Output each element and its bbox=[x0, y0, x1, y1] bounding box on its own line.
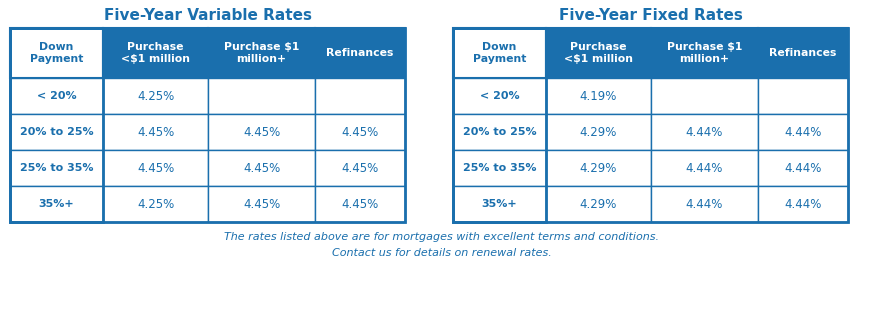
Bar bbox=[453, 28, 546, 78]
Bar bbox=[546, 78, 651, 114]
Text: Contact us for details on renewal rates.: Contact us for details on renewal rates. bbox=[332, 248, 551, 258]
Bar bbox=[758, 186, 848, 222]
Text: 35%+: 35%+ bbox=[482, 199, 517, 209]
Bar bbox=[315, 114, 405, 150]
Text: Down
Payment: Down Payment bbox=[472, 42, 526, 64]
Bar bbox=[453, 114, 546, 150]
Text: 4.25%: 4.25% bbox=[137, 198, 174, 210]
Bar bbox=[10, 28, 405, 222]
Text: Purchase
<$1 million: Purchase <$1 million bbox=[121, 42, 190, 64]
Bar bbox=[10, 28, 103, 222]
Bar bbox=[10, 78, 103, 114]
Bar bbox=[315, 28, 405, 78]
Bar bbox=[208, 150, 315, 186]
Text: 4.44%: 4.44% bbox=[686, 125, 723, 138]
Text: 4.44%: 4.44% bbox=[784, 198, 822, 210]
Text: 25% to 35%: 25% to 35% bbox=[463, 163, 536, 173]
Text: < 20%: < 20% bbox=[479, 91, 519, 101]
Text: 4.45%: 4.45% bbox=[243, 161, 280, 174]
Bar bbox=[453, 186, 546, 222]
Bar bbox=[10, 186, 103, 222]
Text: 4.45%: 4.45% bbox=[137, 161, 174, 174]
Bar bbox=[758, 28, 848, 78]
Bar bbox=[453, 28, 546, 222]
Text: Purchase $1
million+: Purchase $1 million+ bbox=[667, 42, 743, 64]
Text: 4.45%: 4.45% bbox=[137, 125, 174, 138]
Bar bbox=[758, 114, 848, 150]
Text: 25% to 35%: 25% to 35% bbox=[19, 163, 94, 173]
Text: Five-Year Fixed Rates: Five-Year Fixed Rates bbox=[559, 8, 743, 23]
Text: 4.45%: 4.45% bbox=[342, 161, 379, 174]
Bar bbox=[453, 28, 546, 78]
Text: 4.44%: 4.44% bbox=[686, 161, 723, 174]
Text: 4.44%: 4.44% bbox=[784, 125, 822, 138]
Text: 4.29%: 4.29% bbox=[580, 125, 617, 138]
Bar bbox=[315, 186, 405, 222]
Bar bbox=[315, 150, 405, 186]
Bar bbox=[208, 186, 315, 222]
Bar bbox=[10, 28, 103, 78]
Bar bbox=[453, 150, 546, 186]
Bar bbox=[651, 186, 758, 222]
Bar bbox=[103, 78, 208, 114]
Text: 4.29%: 4.29% bbox=[580, 161, 617, 174]
Bar bbox=[10, 28, 103, 78]
Bar bbox=[103, 28, 208, 78]
Bar bbox=[103, 150, 208, 186]
Bar bbox=[546, 114, 651, 150]
Bar bbox=[453, 28, 848, 222]
Text: 35%+: 35%+ bbox=[39, 199, 74, 209]
Bar bbox=[208, 114, 315, 150]
Text: 4.45%: 4.45% bbox=[342, 198, 379, 210]
Text: 4.29%: 4.29% bbox=[580, 198, 617, 210]
Bar bbox=[10, 150, 103, 186]
Bar bbox=[758, 78, 848, 114]
Bar bbox=[546, 150, 651, 186]
Bar bbox=[651, 28, 758, 78]
Text: Purchase
<$1 million: Purchase <$1 million bbox=[564, 42, 633, 64]
Bar bbox=[315, 78, 405, 114]
Bar bbox=[758, 150, 848, 186]
Text: 20% to 25%: 20% to 25% bbox=[463, 127, 536, 137]
Text: < 20%: < 20% bbox=[37, 91, 76, 101]
Text: 4.19%: 4.19% bbox=[580, 89, 617, 102]
Text: Refinances: Refinances bbox=[327, 48, 394, 58]
Text: Five-Year Variable Rates: Five-Year Variable Rates bbox=[103, 8, 312, 23]
Text: Down
Payment: Down Payment bbox=[30, 42, 83, 64]
Bar bbox=[546, 186, 651, 222]
Text: Purchase $1
million+: Purchase $1 million+ bbox=[223, 42, 299, 64]
Bar bbox=[103, 186, 208, 222]
Text: 4.45%: 4.45% bbox=[342, 125, 379, 138]
Bar bbox=[546, 28, 651, 78]
Text: 4.45%: 4.45% bbox=[243, 125, 280, 138]
Bar bbox=[208, 28, 315, 78]
Bar bbox=[453, 78, 546, 114]
Text: 4.25%: 4.25% bbox=[137, 89, 174, 102]
Bar bbox=[651, 78, 758, 114]
Text: 20% to 25%: 20% to 25% bbox=[19, 127, 94, 137]
Text: Refinances: Refinances bbox=[769, 48, 837, 58]
Text: 4.44%: 4.44% bbox=[686, 198, 723, 210]
Bar bbox=[651, 150, 758, 186]
Bar bbox=[651, 114, 758, 150]
Text: The rates listed above are for mortgages with excellent terms and conditions.: The rates listed above are for mortgages… bbox=[224, 232, 659, 242]
Text: 4.45%: 4.45% bbox=[243, 198, 280, 210]
Bar bbox=[208, 78, 315, 114]
Bar bbox=[103, 114, 208, 150]
Bar bbox=[10, 114, 103, 150]
Text: 4.44%: 4.44% bbox=[784, 161, 822, 174]
